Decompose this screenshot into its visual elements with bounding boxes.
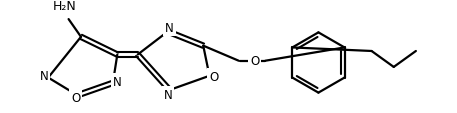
Text: N: N (113, 75, 122, 88)
Text: O: O (250, 55, 259, 68)
Text: N: N (165, 22, 174, 35)
Text: O: O (71, 91, 80, 104)
Text: H₂N: H₂N (53, 0, 77, 13)
Text: N: N (39, 70, 48, 83)
Text: O: O (209, 71, 218, 83)
Text: N: N (164, 88, 172, 101)
